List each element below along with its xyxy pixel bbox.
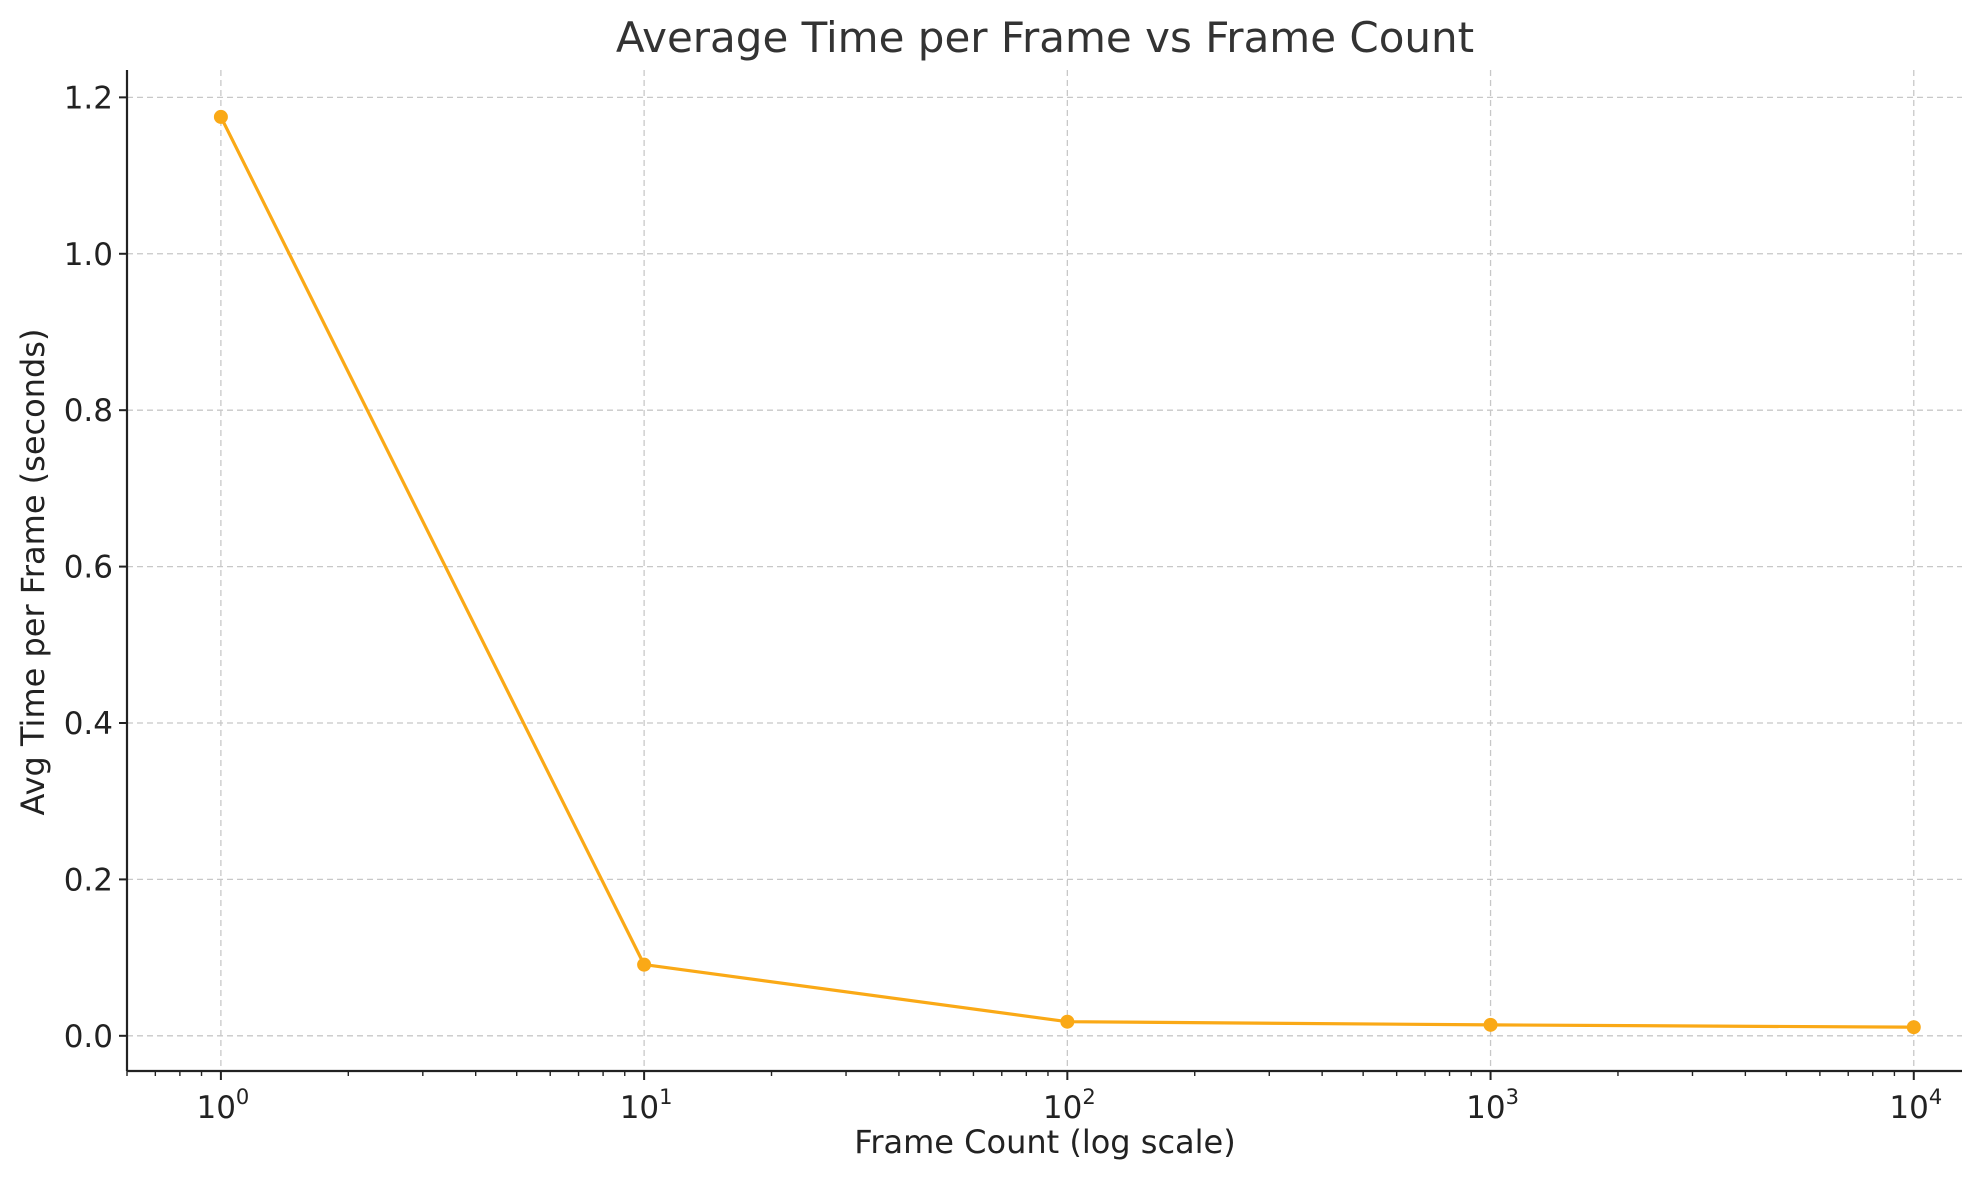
x-tick-label-exponent: 1 [659, 1085, 672, 1109]
x-tick-label: 104 [1889, 1085, 1942, 1126]
y-tick-label: 1.2 [64, 80, 113, 116]
x-tick-label-base: 10 [1889, 1090, 1928, 1126]
axes [125, 70, 1962, 1073]
x-tick-label-base: 10 [1466, 1090, 1505, 1126]
x-tick-label-base: 10 [196, 1090, 235, 1126]
y-tick-label: 1.0 [64, 237, 113, 273]
x-tick-label-exponent: 4 [1929, 1085, 1942, 1109]
x-tick-label-exponent: 0 [236, 1085, 249, 1109]
x-axis-label: Frame Count (log scale) [854, 1123, 1235, 1161]
data-point [1906, 1020, 1921, 1035]
y-axis-label: Avg Time per Frame (seconds) [14, 329, 52, 816]
x-tick-label-base: 10 [1043, 1090, 1082, 1126]
y-tick-label: 0.6 [64, 550, 113, 586]
x-tick-label: 100 [196, 1085, 249, 1126]
series [213, 109, 1921, 1035]
data-point [213, 109, 228, 124]
y-tick-label: 0.8 [64, 393, 113, 429]
x-tick-label-exponent: 3 [1506, 1085, 1519, 1109]
grid [127, 70, 1962, 1071]
data-point [1060, 1014, 1075, 1029]
chart-title: Average Time per Frame vs Frame Count [616, 13, 1474, 62]
y-tick-label: 0.4 [64, 706, 113, 742]
x-tick-label-exponent: 2 [1082, 1085, 1095, 1109]
data-point [1483, 1017, 1498, 1032]
y-tick-label: 0.0 [64, 1019, 113, 1055]
y-tick-label: 0.2 [64, 862, 113, 898]
x-tick-label-base: 10 [620, 1090, 659, 1126]
data-point [637, 957, 652, 972]
x-tick-label: 102 [1043, 1085, 1096, 1126]
x-tick-label: 101 [620, 1085, 673, 1126]
x-tick-label: 103 [1466, 1085, 1519, 1126]
